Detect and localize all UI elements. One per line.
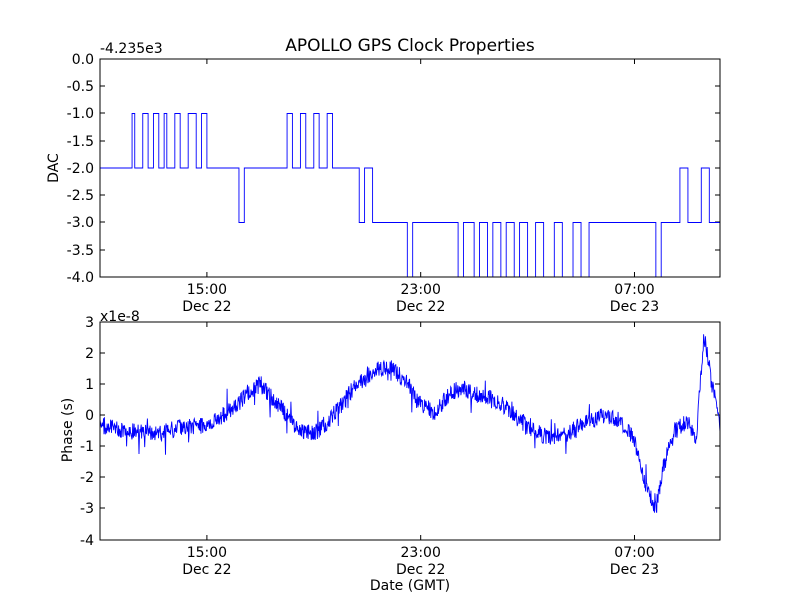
dac-ticks: 0.0 -0.5 -1.0 -1.5 -2.0 -2.5 -3.0 -3.5 -4.0 15:00…: [67, 52, 720, 315]
x-axis-label: Date (GMT): [370, 578, 450, 594]
phase-y-axis-label: Phase (s): [60, 398, 76, 462]
phase-offset-label: x1e-8: [100, 309, 140, 325]
y-tick-label: -3: [80, 501, 94, 517]
x-tick-label: 23:00: [401, 282, 441, 298]
y-tick-label: -2: [80, 470, 94, 486]
x-tick-label: 07:00: [614, 545, 654, 561]
y-tick-label: -4: [80, 533, 94, 549]
dac-series-line: [100, 113, 721, 278]
y-tick-label: -3.5: [67, 243, 94, 259]
y-tick-label: -3.0: [67, 215, 94, 231]
figure-title: APOLLO GPS Clock Properties: [285, 36, 535, 56]
phase-series-line: [99, 334, 721, 513]
x-tick-label: 07:00: [614, 282, 654, 298]
y-tick-label: -1.0: [67, 106, 94, 122]
y-tick-label: 3: [85, 315, 94, 331]
y-tick-label: -0.5: [67, 79, 94, 95]
y-tick-label: -4.0: [67, 270, 94, 286]
x-tick-label: 15:00: [187, 282, 227, 298]
y-tick-label: -2.5: [67, 188, 94, 204]
x-tick-label: Dec 22: [396, 562, 445, 578]
y-tick-label: -1: [80, 439, 94, 455]
x-tick-label: Dec 22: [396, 299, 445, 315]
x-tick-label: Dec 23: [610, 299, 659, 315]
dac-panel: -4.235e3 DAC 0.0 -0.5 -1.0 -1.5 -2.0 -2.5 -3.0…: [46, 41, 721, 315]
dac-offset-label: -4.235e3: [100, 41, 163, 57]
dac-plot-frame: [99, 58, 721, 278]
dac-y-axis-label: DAC: [46, 153, 62, 183]
y-tick-label: 0.0: [72, 52, 94, 68]
y-tick-label: 0: [85, 408, 94, 424]
x-tick-label: 15:00: [187, 545, 227, 561]
phase-plot-frame: [99, 321, 721, 541]
y-tick-label: -1.5: [67, 134, 94, 150]
y-tick-label: 1: [85, 377, 94, 393]
y-tick-label: 2: [85, 346, 94, 362]
x-tick-label: Dec 22: [182, 299, 231, 315]
x-tick-label: Dec 22: [182, 562, 231, 578]
x-tick-label: 23:00: [401, 545, 441, 561]
y-tick-label: -2.0: [67, 161, 94, 177]
x-tick-label: Dec 23: [610, 562, 659, 578]
